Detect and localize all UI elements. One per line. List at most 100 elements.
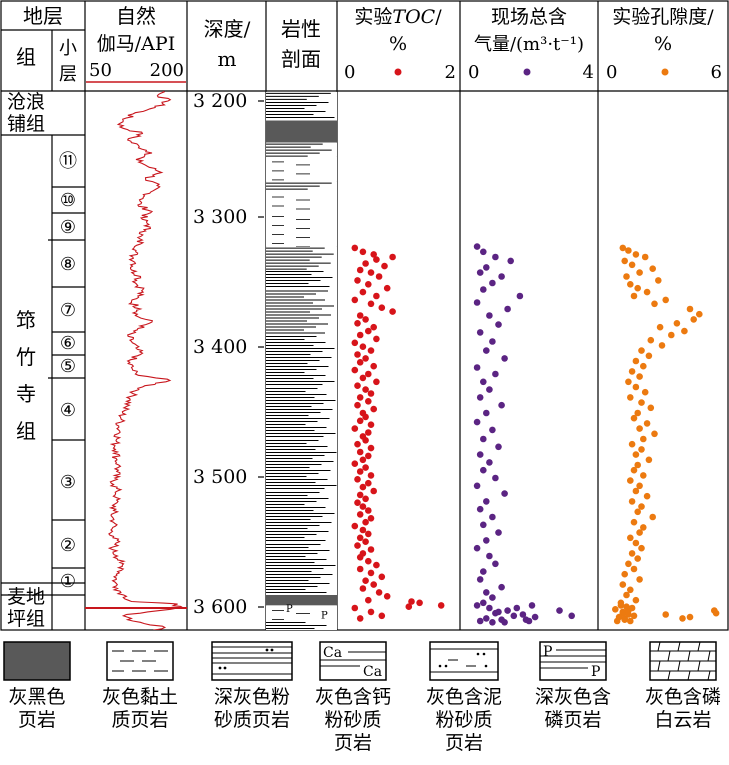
porosity-point — [647, 336, 655, 344]
porosity-point — [613, 617, 621, 625]
toc-point — [373, 292, 380, 300]
toc-point — [367, 390, 375, 397]
layer-9: ⑨ — [60, 217, 76, 238]
gas-point — [480, 599, 487, 607]
svg-text:Ca: Ca — [363, 664, 382, 680]
porosity-point — [686, 305, 694, 313]
toc-point — [362, 577, 369, 584]
toc-point — [356, 331, 364, 339]
toc-point — [367, 569, 375, 577]
porosity-point — [638, 446, 645, 453]
porosity-point — [640, 472, 647, 479]
legend: Ca Ca P P — [3, 641, 717, 681]
toc-point — [437, 602, 445, 609]
porosity-point — [632, 596, 640, 604]
gas-point — [492, 253, 499, 261]
legend-label-phosphatic-dolomite: 灰色含磷 白云岩 — [644, 686, 721, 731]
gas-point — [483, 615, 490, 622]
toc-point — [370, 405, 378, 413]
gas-point — [473, 482, 481, 490]
gas-point — [476, 394, 484, 401]
gas-point — [480, 435, 487, 443]
porosity-point — [627, 477, 634, 484]
toc-point — [370, 581, 378, 588]
porosity-point — [643, 420, 651, 427]
toc-point — [356, 491, 364, 499]
toc-point — [354, 277, 361, 284]
toc-point — [351, 296, 359, 304]
gas-point — [473, 418, 481, 426]
toc-point — [370, 323, 378, 331]
porosity-point — [630, 292, 638, 300]
toc-point — [375, 589, 383, 596]
gas-point — [492, 474, 499, 482]
toc-point — [359, 526, 367, 534]
porosity-point — [681, 327, 688, 335]
toc-point — [383, 593, 391, 600]
phosphatic-shale-swatch: P P — [539, 641, 607, 681]
layer-8: ⑧ — [60, 254, 76, 275]
header-depth-2: m — [218, 47, 237, 71]
gas-point — [519, 611, 527, 618]
gas-point — [476, 505, 484, 513]
porosity-point — [628, 498, 636, 505]
toc-point — [359, 288, 367, 296]
formation-canglangpu-2: 铺组 — [7, 113, 45, 135]
porosity-point — [643, 492, 651, 500]
header-litho-1: 岩性 — [281, 17, 321, 41]
gas-point — [476, 617, 484, 625]
porosity-point — [628, 440, 636, 448]
porosity-point — [632, 251, 640, 258]
layer-11: ⑪ — [59, 151, 77, 172]
toc-point — [370, 487, 378, 495]
gamma-curve-layer — [85, 91, 187, 630]
porosity-point — [628, 368, 636, 375]
toc-legend-dot — [394, 68, 402, 76]
toc-scale-min: 0 — [344, 62, 355, 83]
toc-point — [356, 554, 364, 561]
gas-point — [528, 602, 536, 609]
porosity-point — [627, 586, 634, 594]
toc-point — [378, 612, 386, 620]
porosity-point — [621, 257, 628, 265]
toc-point — [356, 394, 364, 401]
porosity-point — [638, 347, 645, 354]
litho-p-mark: P — [286, 604, 293, 615]
porosity-point — [625, 247, 632, 254]
gas-point — [476, 576, 484, 583]
gas-point — [473, 602, 481, 609]
gas-point — [473, 243, 481, 250]
phosphatic-dolomite-swatch — [649, 641, 717, 681]
litho-clay-shale — [266, 156, 337, 182]
svg-text:P: P — [591, 664, 600, 680]
toc-point — [416, 599, 423, 607]
litho-clay-shale — [266, 211, 337, 247]
toc-point — [370, 362, 378, 370]
layer-7: ⑦ — [60, 300, 76, 321]
toc-point — [365, 557, 372, 565]
gas-point — [480, 248, 487, 256]
layer-6: ⑥ — [60, 333, 76, 354]
gas-point — [476, 329, 484, 336]
gas-point — [498, 401, 505, 409]
gas-point — [473, 299, 481, 306]
toc-point — [367, 515, 375, 522]
gas-point — [480, 378, 487, 386]
toc-point — [354, 401, 361, 409]
gas-point — [476, 269, 484, 276]
gas-point — [483, 409, 490, 417]
gas-point — [489, 513, 496, 521]
toc-point — [359, 374, 367, 382]
porosity-point — [634, 409, 641, 417]
toc-point — [359, 248, 367, 256]
gas-point — [489, 279, 496, 287]
header-member-2: 层 — [59, 64, 77, 85]
gas-point — [473, 364, 481, 371]
porosity-point — [658, 342, 666, 349]
gas-point — [483, 589, 490, 596]
formation-qiongzhusi-4: 组 — [16, 419, 36, 443]
litho-silty-shale — [266, 246, 337, 270]
toc-point — [356, 565, 364, 573]
porosity-point — [645, 456, 653, 464]
porosity-point — [619, 581, 627, 588]
